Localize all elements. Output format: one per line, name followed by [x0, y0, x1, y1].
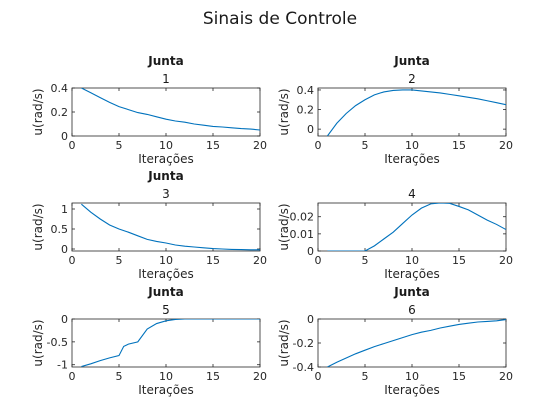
y-axis-label: u(rad/s): [277, 88, 291, 135]
x-tick-label: 10: [159, 370, 173, 383]
x-tick-label: 0: [69, 139, 76, 152]
series-line: [81, 319, 260, 367]
axes-frame: [71, 87, 261, 137]
y-tick-label: 0.4: [297, 84, 315, 97]
subplot-subtitle: 3: [162, 187, 170, 201]
y-axis-label: u(rad/s): [31, 88, 45, 135]
x-tick-label: 20: [499, 139, 513, 152]
y-tick-label: -0.4: [293, 361, 314, 374]
subplot-3: Junta 3 0 5 10 15 20 0 0.5 1 Iterações u(rad/s): [31, 169, 267, 281]
subplot-title: Junta: [393, 285, 429, 299]
x-tick-label: 15: [452, 254, 466, 267]
x-tick-label: 15: [206, 370, 220, 383]
subplot-subtitle: 5: [162, 303, 170, 317]
x-axis-label: Iterações: [138, 383, 194, 397]
x-tick-label: 10: [159, 139, 173, 152]
y-tick-label: 0.2: [51, 106, 69, 119]
x-tick-label: 20: [499, 370, 513, 383]
x-axis-label: Iterações: [384, 267, 440, 281]
x-tick-label: 15: [452, 139, 466, 152]
x-tick-label: 20: [253, 139, 267, 152]
subplot-subtitle: 6: [408, 303, 416, 317]
x-tick-label: 0: [315, 139, 322, 152]
y-tick-label: 0.4: [51, 82, 69, 95]
series-line: [327, 203, 506, 251]
y-axis-label: u(rad/s): [277, 203, 291, 250]
x-tick-label: 15: [206, 254, 220, 267]
x-tick-label: 10: [405, 139, 419, 152]
y-tick-label: 1: [61, 203, 68, 216]
series-line: [327, 319, 506, 367]
x-tick-label: 15: [206, 139, 220, 152]
y-tick-label: 0: [61, 130, 68, 143]
y-axis-label: u(rad/s): [31, 319, 45, 366]
x-tick-label: 5: [116, 370, 123, 383]
series-line: [326, 89, 506, 136]
x-axis-label: Iterações: [138, 152, 194, 166]
axes-frame: [71, 202, 261, 252]
subplot-subtitle: 1: [162, 72, 170, 86]
series-line: [81, 88, 260, 131]
y-tick-label: 0: [307, 123, 314, 136]
subplot-5: Junta 5 0 5 10 15 20 -1 -0.5 0 Iterações u(rad/s): [31, 285, 267, 397]
subplot-title: Junta: [147, 169, 183, 183]
y-tick-label: 0: [61, 313, 68, 326]
subplot-title: Junta: [393, 54, 429, 68]
x-tick-label: 15: [452, 370, 466, 383]
x-axis-label: Iterações: [384, 152, 440, 166]
x-tick-label: 0: [315, 370, 322, 383]
x-tick-label: 20: [253, 254, 267, 267]
y-tick-label: 0.2: [297, 104, 315, 117]
y-tick-label: 0: [307, 245, 314, 258]
x-tick-label: 0: [315, 254, 322, 267]
subplot-subtitle: 2: [408, 72, 416, 86]
y-tick-label: 0: [61, 243, 68, 256]
x-tick-label: 5: [362, 370, 369, 383]
x-tick-label: 10: [405, 254, 419, 267]
y-tick-label: 0.02: [290, 211, 315, 224]
x-axis-label: Iterações: [138, 267, 194, 281]
subplot-subtitle: 4: [408, 187, 416, 201]
y-tick-label: 0.5: [51, 223, 69, 236]
axes-frame: [317, 318, 507, 368]
axes-frame: [317, 202, 507, 252]
x-tick-label: 10: [405, 370, 419, 383]
x-tick-label: 5: [116, 139, 123, 152]
y-tick-label: 0.01: [290, 228, 315, 241]
subplot-title: Junta: [147, 285, 183, 299]
subplot-6: Junta 6 0 5 10 15 20 -0.4 -0.2 0 Iterações u(rad/s): [277, 285, 513, 397]
x-tick-label: 0: [69, 370, 76, 383]
x-tick-label: 5: [362, 254, 369, 267]
subplot-title: Junta: [147, 54, 183, 68]
y-axis-label: u(rad/s): [277, 319, 291, 366]
x-axis-label: Iterações: [384, 383, 440, 397]
y-tick-label: 0: [307, 313, 314, 326]
x-tick-label: 0: [69, 254, 76, 267]
axes-frame: [71, 318, 261, 368]
y-tick-label: -1: [57, 359, 68, 372]
x-tick-label: 20: [499, 254, 513, 267]
figure-title: Sinais de Controle: [203, 9, 357, 29]
x-tick-label: 5: [362, 139, 369, 152]
x-tick-label: 20: [253, 370, 267, 383]
y-tick-label: -0.2: [293, 337, 314, 350]
y-axis-label: u(rad/s): [31, 203, 45, 250]
x-tick-label: 5: [116, 254, 123, 267]
y-tick-label: -0.5: [47, 336, 68, 349]
x-tick-label: 10: [159, 254, 173, 267]
axes-frame: [317, 87, 507, 137]
series-line: [81, 203, 260, 251]
